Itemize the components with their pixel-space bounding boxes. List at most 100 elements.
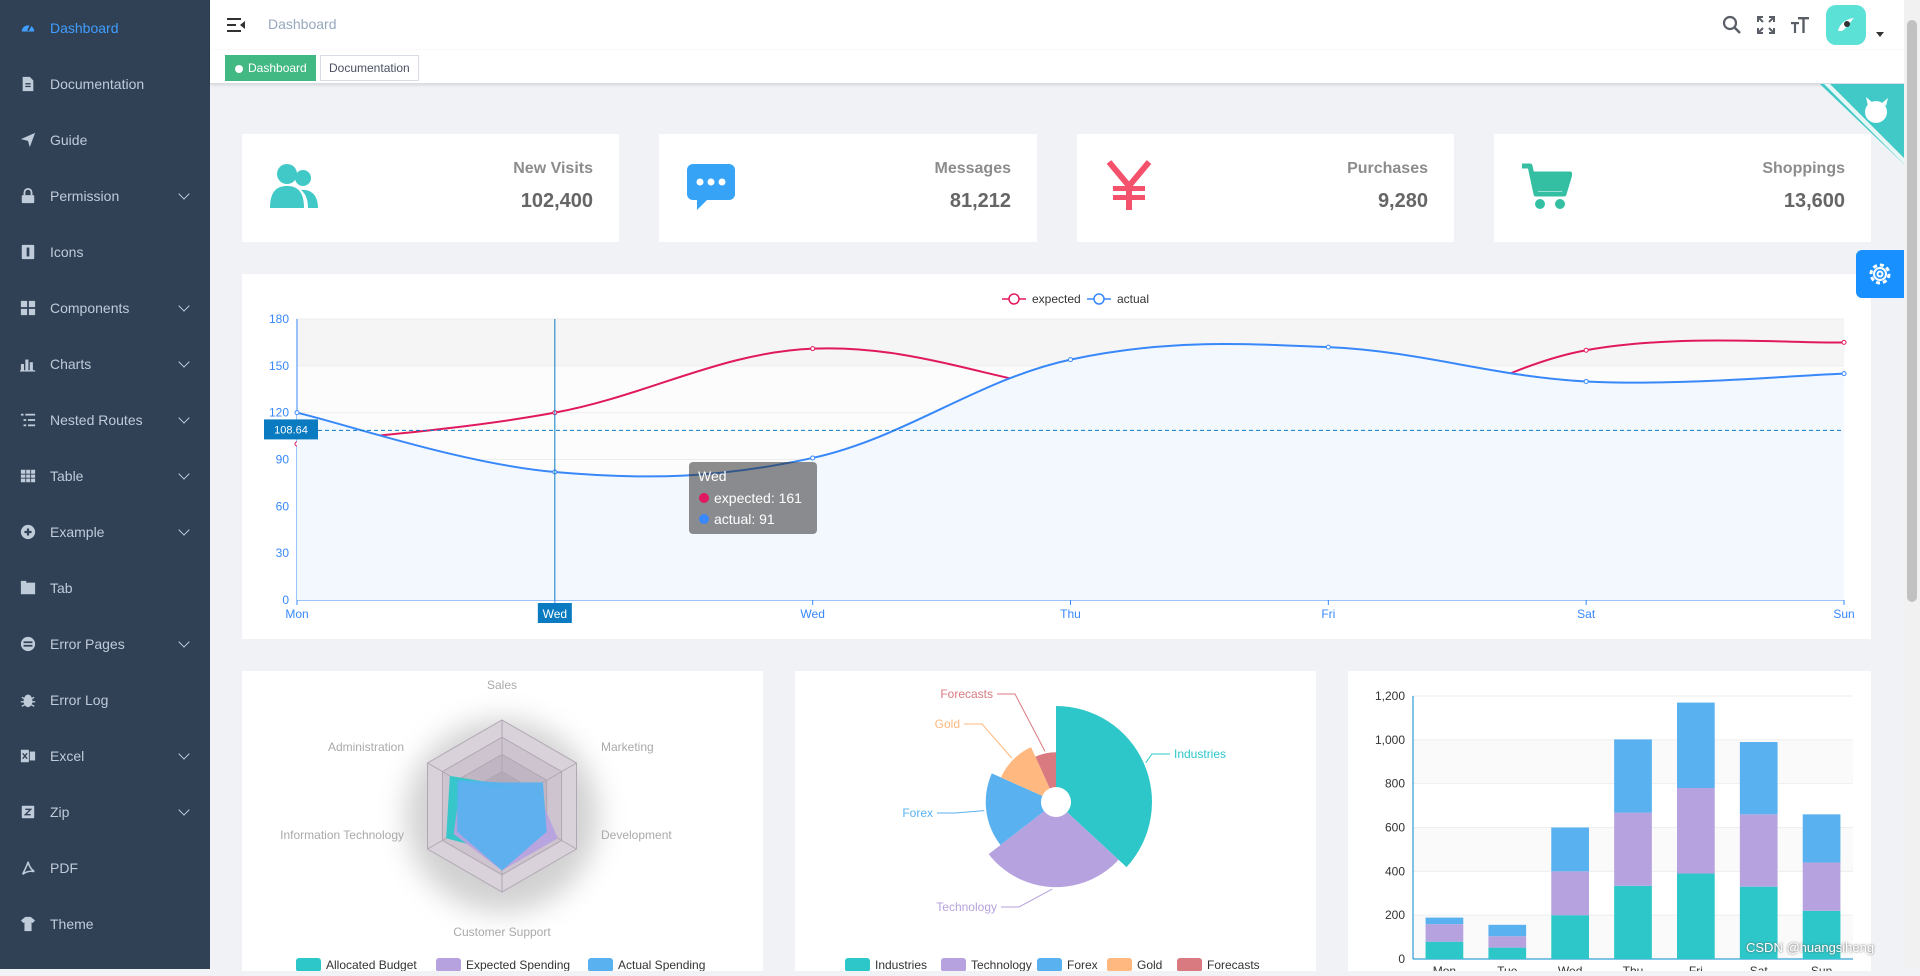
size-select-icon[interactable]: [1790, 15, 1810, 35]
panel-messages[interactable]: Messages 81,212: [659, 134, 1037, 242]
tooltip-marker: [699, 514, 709, 524]
data-point: [1841, 339, 1847, 345]
avatar[interactable]: [1826, 5, 1866, 45]
pie-label: Industries: [1174, 747, 1226, 761]
bar-pageA: [1425, 941, 1464, 959]
panel-purchases[interactable]: Purchases 9,280: [1077, 134, 1454, 242]
sidebar-item-label: Example: [50, 524, 105, 540]
radar-indicator-label: Development: [601, 828, 672, 842]
sidebar-item-label: PDF: [50, 860, 78, 876]
legend-swatch: [296, 958, 321, 972]
pie-slice-gold: [1000, 747, 1050, 796]
sidebar-item-charts[interactable]: Charts: [0, 336, 210, 392]
data-point: [810, 346, 816, 352]
x-tick-label: Thu: [1623, 964, 1644, 971]
bar-chart[interactable]: 0 200 400 600 800 1,000 1,200 Mon Tue Wed Thu Fri Sa…: [1348, 671, 1871, 976]
scrollbar-thumb[interactable]: [1907, 20, 1917, 602]
bar-pageB: [1614, 812, 1652, 886]
legend-label: Expected Spending: [466, 958, 570, 971]
panel-new-visits[interactable]: New Visits 102,400: [242, 134, 619, 242]
money-icon: [1106, 160, 1152, 210]
data-point: [810, 455, 816, 461]
fullscreen-icon[interactable]: [1756, 15, 1776, 35]
sidebar-item-error-pages[interactable]: Error Pages: [0, 616, 210, 672]
line-chart[interactable]: 0 30 60 90 120 150 180 Mon Wed Wed Thu Fri Sat Sun 108…: [242, 274, 1871, 639]
chart-icon: [20, 356, 36, 372]
sidebar-item-label: Error Log: [50, 692, 109, 708]
x-tick-label: Sat: [1750, 964, 1769, 971]
x-tick-label: Tue: [1497, 964, 1518, 971]
data-point: [294, 410, 300, 416]
radar-indicator-label: Marketing: [601, 740, 654, 754]
sidebar-item-label: Icons: [50, 244, 84, 260]
panel-shoppings[interactable]: Shoppings 13,600: [1494, 134, 1871, 242]
chevron-down-icon: [178, 356, 190, 368]
y-tick-label: 400: [1385, 864, 1405, 878]
radar-indicator-label: Sales: [487, 678, 517, 692]
legend-marker: [1008, 293, 1020, 305]
settings-button[interactable]: [1856, 250, 1904, 298]
sidebar-item-label: Documentation: [50, 76, 145, 92]
sidebar-item-pdf[interactable]: PDF: [0, 840, 210, 896]
legend-label: Actual Spending: [618, 958, 705, 971]
chevron-down-icon: [178, 804, 190, 816]
legend-swatch: [1037, 958, 1062, 972]
sidebar-item-icons[interactable]: Icons: [0, 224, 210, 280]
panel-label: Messages: [934, 160, 1012, 177]
line-chart-card: 0 30 60 90 120 150 180 Mon Wed Wed Thu Fri Sat Sun 108…: [242, 274, 1871, 639]
pie-slice-forex: [985, 773, 1045, 846]
legend-label: Industries: [875, 958, 927, 971]
theme-icon: [20, 916, 36, 932]
peoples-icon: [270, 164, 318, 208]
x-tick-label: Wed: [1558, 964, 1582, 971]
bar-pageA: [1551, 915, 1589, 959]
avatar-image-icon: [1838, 18, 1854, 31]
sidebar-item-example[interactable]: Example: [0, 504, 210, 560]
bar-pageC: [1802, 814, 1841, 863]
pie-chart[interactable]: Industries Technology Forex Gold Forecasts In…: [795, 671, 1316, 972]
pie-slice-industries: [1056, 706, 1152, 868]
sidebar-item-table[interactable]: Table: [0, 448, 210, 504]
sidebar-item-nested-routes[interactable]: Nested Routes: [0, 392, 210, 448]
legend-label: Gold: [1137, 958, 1162, 971]
bar-pageA: [1488, 947, 1527, 959]
breadcrumb: Dashboard: [268, 16, 337, 32]
y-tick-label: 0: [282, 593, 289, 607]
legend-label: expected: [1032, 292, 1081, 306]
hamburger-icon[interactable]: [226, 15, 246, 35]
crosshair-x-box: [537, 603, 572, 623]
radar-indicator-label: Administration: [328, 740, 404, 754]
sidebar-item-zip[interactable]: Zip: [0, 784, 210, 840]
sidebar-item-label: Tab: [50, 580, 73, 596]
chevron-down-icon[interactable]: [1876, 32, 1884, 37]
sidebar: Dashboard Documentation Guide Permission Ico…: [0, 0, 210, 969]
radar-chart[interactable]: Sales Marketing Development Customer Suppor…: [242, 671, 763, 972]
search-icon[interactable]: [1722, 15, 1742, 35]
tag-documentation[interactable]: Documentation: [320, 55, 419, 81]
sidebar-item-label: Charts: [50, 356, 92, 372]
sidebar-item-tab[interactable]: Tab: [0, 560, 210, 616]
bar-pageC: [1677, 702, 1715, 789]
sidebar-item-error-log[interactable]: Error Log: [0, 672, 210, 728]
sidebar-item-guide[interactable]: Guide: [0, 112, 210, 168]
sidebar-item-label: Excel: [50, 748, 85, 764]
sidebar-item-label: Nested Routes: [50, 412, 143, 428]
tooltip-title: Wed: [698, 468, 727, 484]
legend-swatch: [1107, 958, 1132, 972]
message-icon: [687, 164, 735, 210]
lock-icon: [20, 188, 36, 204]
table-icon: [20, 468, 36, 484]
x-tick-label: Wed: [800, 607, 824, 621]
sidebar-item-permission[interactable]: Permission: [0, 168, 210, 224]
data-point: [1068, 357, 1073, 363]
sidebar-item-theme[interactable]: Theme: [0, 896, 210, 952]
x-tick-label: Thu: [1060, 607, 1081, 621]
radar-chart-card: Sales Marketing Development Customer Suppor…: [242, 671, 763, 972]
sidebar-item-documentation[interactable]: Documentation: [0, 56, 210, 112]
zip-icon: [20, 804, 36, 820]
sidebar-item-excel[interactable]: Excel: [0, 728, 210, 784]
github-corner-icon[interactable]: [1820, 84, 1904, 164]
sidebar-item-dashboard[interactable]: Dashboard: [0, 0, 210, 56]
tag-dashboard[interactable]: Dashboard: [225, 55, 316, 81]
sidebar-item-components[interactable]: Components: [0, 280, 210, 336]
